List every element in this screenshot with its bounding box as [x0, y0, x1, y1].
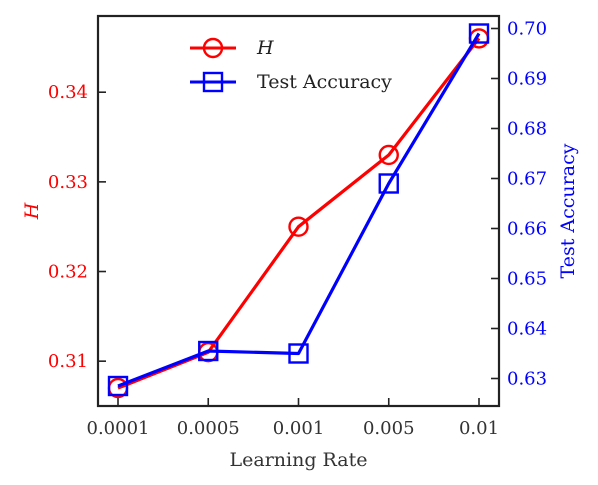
right-tick-label: 0.67 — [507, 169, 547, 190]
plot-frame — [96, 14, 501, 408]
right-axis-title: Test Accuracy — [557, 143, 579, 278]
left-tick-label: 0.32 — [48, 262, 88, 283]
right-tick-label: 0.63 — [507, 369, 547, 390]
left-tick-label: 0.31 — [48, 351, 88, 372]
accuracy-point — [378, 173, 399, 194]
right-y-axis: 0.63 0.64 0.65 0.66 0.67 0.68 0.69 0.70 — [491, 19, 547, 390]
accuracy-point — [468, 23, 490, 44]
x-axis-title: Learning Rate — [230, 449, 368, 471]
right-tick-label: 0.69 — [507, 69, 547, 90]
right-tick-label: 0.70 — [507, 19, 547, 40]
x-axis: 0.0001 0.0005 0.001 0.005 0.01 — [87, 398, 499, 439]
accuracy-point — [198, 340, 219, 362]
legend-circle-marker — [202, 37, 224, 59]
accuracy-point — [107, 375, 129, 397]
x-tick-label: 0.0001 — [87, 418, 150, 439]
legend-label-test-accuracy: Test Accuracy — [257, 71, 392, 93]
h-point — [378, 144, 399, 166]
left-tick-label: 0.33 — [48, 172, 88, 193]
x-tick-label: 0.0005 — [177, 418, 240, 439]
right-tick-label: 0.66 — [507, 219, 547, 240]
accuracy-point — [288, 343, 309, 364]
right-tick-label: 0.64 — [507, 319, 547, 340]
x-tick-label: 0.001 — [273, 418, 325, 439]
left-axis-title: H — [21, 202, 43, 220]
right-tick-label: 0.65 — [507, 269, 547, 290]
left-y-axis: 0.31 0.32 0.33 0.34 — [48, 82, 106, 372]
x-tick-label: 0.01 — [459, 418, 499, 439]
legend-square-marker — [202, 71, 224, 93]
series-line-test-accuracy — [117, 32, 481, 388]
legend: H Test Accuracy — [190, 37, 392, 93]
plot-series — [107, 23, 490, 399]
left-tick-label: 0.34 — [48, 82, 88, 103]
legend-label-h: H — [256, 37, 274, 59]
right-tick-label: 0.68 — [507, 119, 547, 140]
h-point — [288, 216, 309, 237]
x-tick-label: 0.005 — [363, 418, 415, 439]
